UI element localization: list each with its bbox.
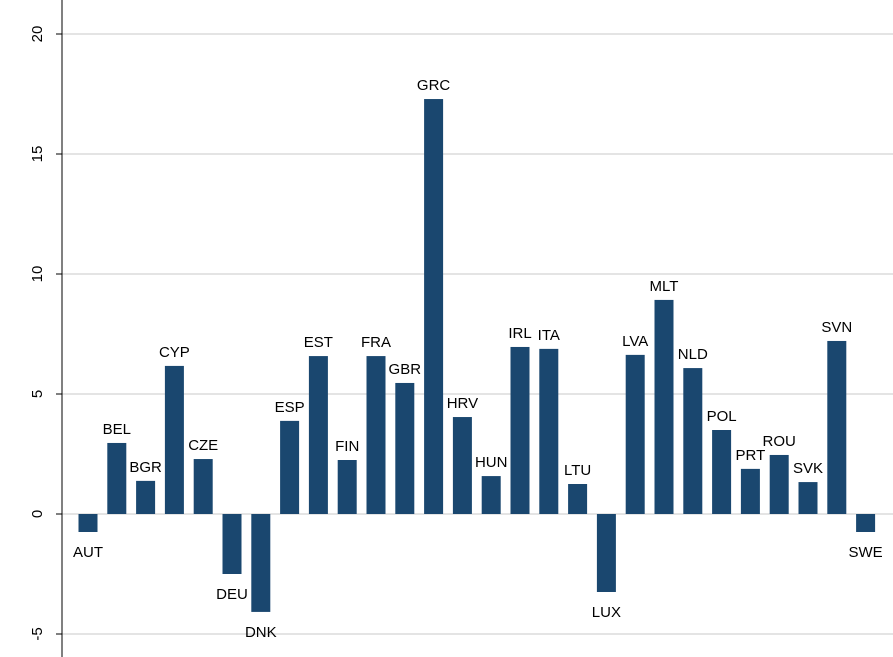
bar-label: GRC	[417, 77, 451, 94]
bar	[452, 417, 472, 514]
y-tick-label: 20	[29, 26, 46, 43]
y-tick-label: 5	[29, 390, 46, 398]
y-tick-label: -5	[29, 627, 46, 640]
bar-label: DNK	[245, 624, 277, 641]
bar	[136, 480, 156, 514]
bar	[193, 459, 213, 514]
bar	[856, 514, 876, 532]
bar-label: LVA	[622, 333, 648, 350]
bar	[683, 368, 703, 514]
bar-label: HRV	[447, 395, 478, 412]
bar-label: SVN	[821, 319, 852, 336]
bar-label: AUT	[73, 544, 103, 561]
bar	[827, 340, 847, 514]
bar-label: GBR	[389, 361, 422, 378]
bar	[712, 430, 732, 514]
bar	[625, 354, 645, 514]
bar	[280, 420, 300, 514]
bar	[164, 365, 184, 514]
bar-label: CZE	[188, 437, 218, 454]
bar	[596, 514, 616, 592]
bar	[337, 460, 357, 514]
bar	[251, 514, 271, 612]
bar-label: BGR	[129, 459, 162, 476]
bar-label: ITA	[538, 327, 560, 344]
bar-label: HUN	[475, 454, 508, 471]
y-tick-label: 10	[29, 266, 46, 283]
bar-label: SVK	[793, 460, 823, 477]
bar-label: SWE	[849, 544, 883, 561]
bar	[654, 299, 674, 514]
y-tick-label: 0	[29, 510, 46, 518]
bar	[769, 454, 789, 514]
bar-label: IRL	[508, 325, 531, 342]
bar	[107, 442, 127, 514]
bar	[308, 356, 328, 514]
bar-label: ROU	[763, 433, 796, 450]
bar	[510, 346, 530, 514]
bar	[222, 514, 242, 574]
bar	[366, 356, 386, 514]
bar-label: DEU	[216, 586, 248, 603]
bar	[395, 382, 415, 514]
bar	[78, 514, 98, 532]
bar-label: ESP	[275, 399, 305, 416]
bar	[424, 99, 444, 514]
bar-label: LUX	[592, 604, 621, 621]
bar-label: PRT	[736, 447, 766, 464]
bar-label: MLT	[650, 278, 679, 295]
bar-label: FIN	[335, 438, 359, 455]
bar	[539, 348, 559, 514]
bar-label: POL	[707, 408, 737, 425]
bar	[798, 482, 818, 514]
bar-label: LTU	[564, 462, 591, 479]
bar	[568, 484, 588, 514]
bar	[740, 468, 760, 514]
bar-label: BEL	[103, 421, 131, 438]
bar-label: FRA	[361, 334, 391, 351]
bar-label: NLD	[678, 346, 708, 363]
bar-label: EST	[304, 334, 333, 351]
bar-label: CYP	[159, 344, 190, 361]
bar	[481, 476, 501, 514]
y-tick-label: 15	[29, 146, 46, 163]
